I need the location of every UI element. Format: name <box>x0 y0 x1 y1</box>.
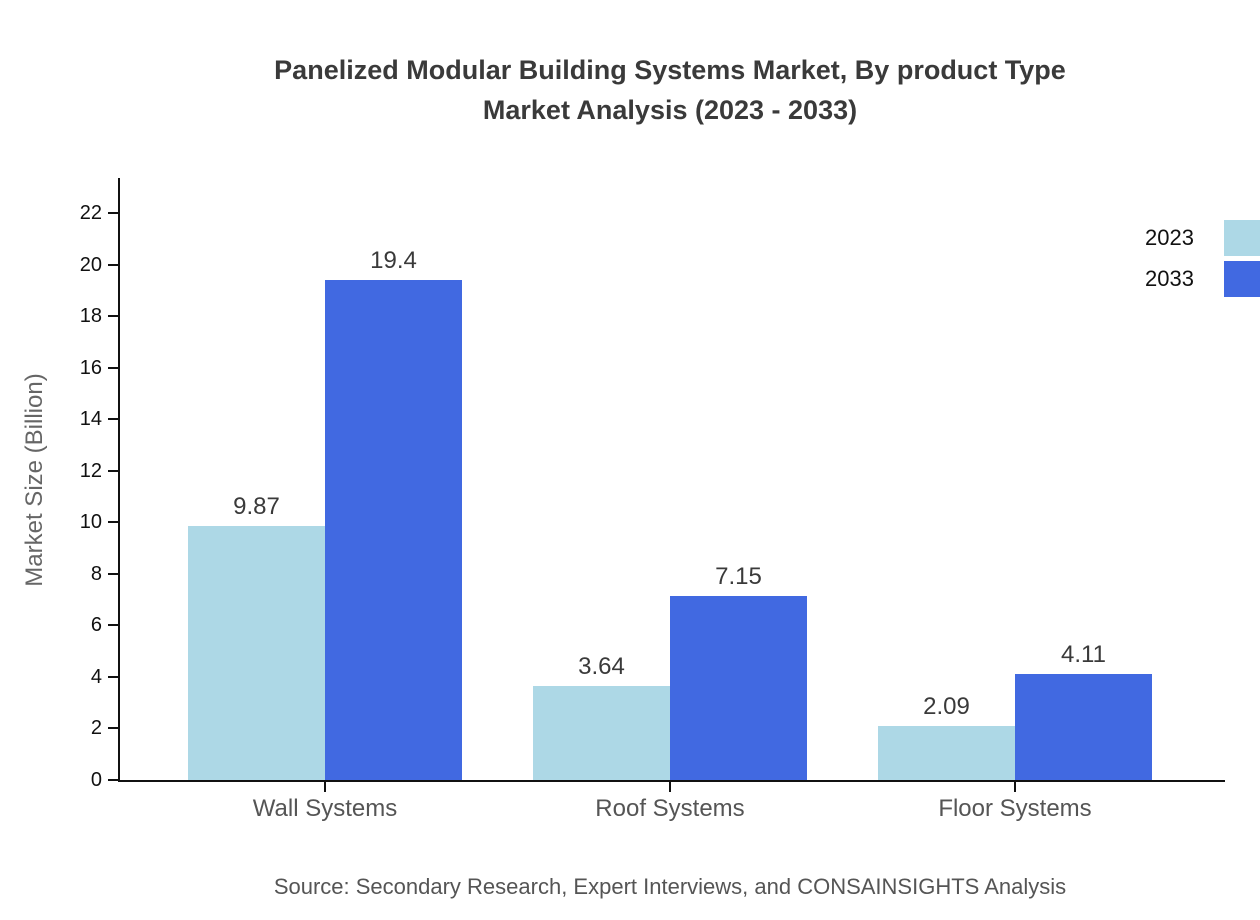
x-category-label-roof-systems: Roof Systems <box>595 795 745 822</box>
legend: 2023 2033 <box>1145 219 1260 297</box>
legend-label-2023: 2023 <box>1145 224 1194 250</box>
y-tick-label: 14 <box>79 408 102 431</box>
bar-value-label-2023-roof-systems: 3.64 <box>578 653 625 681</box>
x-category-label-wall-systems: Wall Systems <box>252 795 398 822</box>
legend-label-2033: 2033 <box>1145 265 1194 291</box>
y-tick <box>108 315 118 318</box>
x-category-label-floor-systems: Floor Systems <box>938 795 1092 822</box>
bar-2033-floor-systems <box>1015 674 1152 780</box>
bar-value-label-2023-wall-systems: 9.87 <box>233 492 280 520</box>
y-tick <box>108 624 118 627</box>
chart-title-line2: Market Analysis (2023 - 2033) <box>482 95 858 125</box>
bar-2023-floor-systems <box>878 726 1015 780</box>
y-tick-label: 0 <box>90 769 102 791</box>
x-tick <box>669 782 671 792</box>
y-tick-label: 2 <box>90 717 102 740</box>
x-axis-spine <box>118 780 1225 782</box>
y-tick <box>108 572 118 575</box>
x-tick <box>1014 782 1016 792</box>
bar-value-label-2033-floor-systems: 4.11 <box>1061 641 1106 669</box>
bar-2033-wall-systems <box>325 280 462 780</box>
y-tick-label: 12 <box>79 459 102 482</box>
legend-swatch-2033 <box>1224 260 1260 297</box>
x-tick <box>324 782 326 792</box>
y-tick <box>108 727 118 730</box>
y-tick-label: 22 <box>79 202 102 225</box>
bar-2023-roof-systems <box>533 686 670 780</box>
y-tick <box>108 366 118 369</box>
y-tick <box>108 521 118 524</box>
y-tick <box>108 263 118 266</box>
y-tick-label: 20 <box>79 253 102 276</box>
legend-item-2033: 2033 <box>1145 260 1260 297</box>
legend-item-2023: 2023 <box>1145 219 1260 256</box>
bar-2033-roof-systems <box>670 595 807 780</box>
bar-value-label-2023-floor-systems: 2.09 <box>923 693 970 721</box>
y-tick <box>108 779 118 781</box>
y-tick-label: 18 <box>79 305 102 328</box>
y-tick-label: 10 <box>79 511 102 534</box>
bar-2023-wall-systems <box>188 525 325 780</box>
y-tick-label: 8 <box>90 562 102 585</box>
y-tick <box>108 418 118 421</box>
y-tick-label: 6 <box>90 614 102 637</box>
legend-swatch-2023 <box>1224 219 1260 256</box>
y-tick <box>108 212 118 215</box>
chart-title: Panelized Modular Building Systems Marke… <box>80 50 1260 130</box>
y-axis-spine <box>118 178 120 782</box>
y-tick <box>108 675 118 678</box>
y-tick <box>108 469 118 472</box>
chart-title-line1: Panelized Modular Building Systems Marke… <box>274 55 1066 85</box>
y-tick-label: 16 <box>79 356 102 379</box>
y-tick-label: 4 <box>90 665 102 688</box>
bar-value-label-2033-wall-systems: 19.4 <box>370 247 417 275</box>
source-note: Source: Secondary Research, Expert Inter… <box>273 874 1067 899</box>
bar-value-label-2033-roof-systems: 7.15 <box>715 562 762 590</box>
